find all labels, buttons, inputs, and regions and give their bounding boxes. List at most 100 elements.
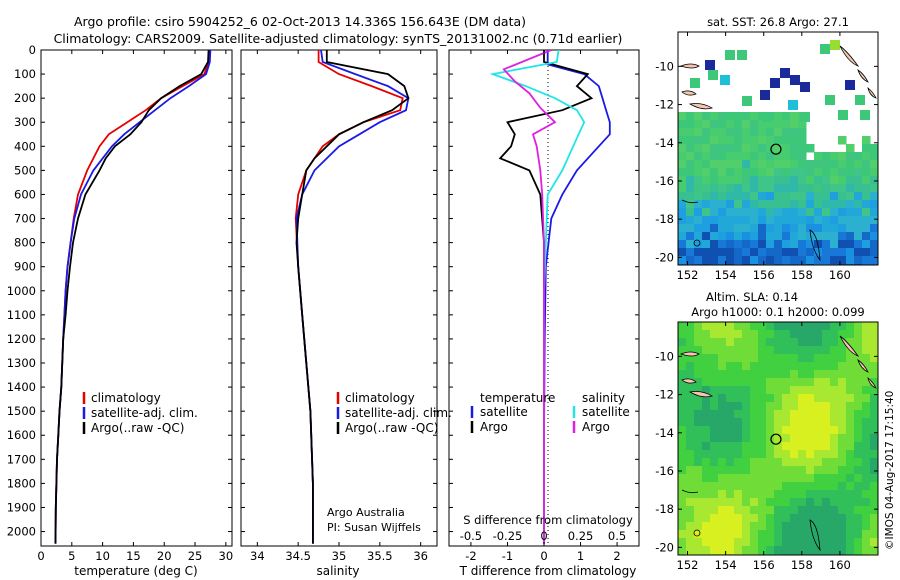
series-line-climatology (54, 50, 211, 544)
map-y-tick-label: -20 (655, 250, 674, 264)
x-tick-label: 30 (219, 549, 234, 563)
t-diff-xlabel: T difference from climatology (459, 564, 637, 578)
salinity-panel: 34 34.5 35 35.5 36 salinity climatology sate… (240, 49, 452, 578)
y-tick-label: 0 (29, 43, 36, 57)
x-tick-label: 36 (413, 549, 428, 563)
x-tick-label: 0 (37, 549, 44, 563)
x-tick-label: 0 (540, 549, 547, 563)
y-tick-label: 400 (14, 139, 36, 153)
salinity-frame (240, 49, 438, 547)
y-tick-label: 1400 (7, 380, 36, 394)
salinity-legend: climatology satellite-adj. clim. Argo(..… (336, 391, 452, 435)
temperature-panel: 0 5 10 15 20 25 300100200300400500600700800900… (7, 43, 233, 578)
map-y-tick-label: -20 (655, 540, 674, 554)
x-tick-label: 15 (126, 549, 141, 563)
x2-tick-label: 0.25 (568, 529, 594, 543)
map-x-tick-label: 156 (753, 558, 775, 572)
y-tick-label: 800 (14, 236, 36, 250)
x2-tick-label: 0 (540, 529, 547, 543)
legend-salinity-title: salinity (582, 391, 625, 405)
temperature-legend: climatology satellite-adj. clim. Argo(..… (82, 391, 198, 435)
difference-legend: temperature satellite Argo salinity sate… (470, 391, 630, 434)
y-tick-label: 1500 (7, 404, 36, 418)
map-y-tick-label: -18 (655, 502, 674, 516)
x-tick-label: 10 (95, 549, 110, 563)
sst-map: sat. SST: 26.8 Argo: 27.1 152 154 156 158 16… (655, 15, 879, 282)
legend-temperature-title: temperature (480, 391, 555, 405)
temperature-xlabel: temperature (deg C) (74, 564, 197, 578)
legend-climatology: climatology (91, 391, 161, 405)
y-tick-label: 700 (14, 212, 36, 226)
argo-position-marker (770, 433, 782, 445)
map-y-tick-label: -16 (655, 464, 674, 478)
x-tick-label: 34.5 (285, 549, 311, 563)
sla-map-subtitle: Argo h1000: 0.1 h2000: 0.099 (691, 305, 864, 319)
s-diff-xlabel: S difference from climatology (463, 513, 633, 527)
series-line-salinity-argo (502, 50, 557, 544)
x-tick-label: 35 (332, 549, 347, 563)
salinity-xlabel: salinity (316, 564, 359, 578)
temperature-frame (40, 49, 233, 547)
legend-satellite-adj: satellite-adj. clim. (91, 406, 198, 420)
x-tick-label: -2 (465, 549, 476, 563)
header-line-2: Climatology: CARS2009. Satellite-adjuste… (54, 31, 623, 46)
series-line-salinity-satellite (489, 50, 586, 544)
y-tick-label: 1300 (7, 356, 36, 370)
y-tick-label: 1700 (7, 452, 36, 466)
series-line-temperature-satellite (543, 50, 611, 544)
argo-position-marker (770, 143, 782, 155)
y-tick-label: 1200 (7, 332, 36, 346)
sst-map-title: sat. SST: 26.8 Argo: 27.1 (707, 15, 849, 29)
pi-label: PI: Susan Wijffels (327, 521, 421, 534)
legend-satellite-adj: satellite-adj. clim. (345, 406, 452, 420)
x-tick-label: 34 (250, 549, 265, 563)
y-tick-label: 100 (14, 67, 36, 81)
series-line-argo-raw-qc- (295, 50, 410, 544)
legend-temp-argo: Argo (480, 420, 508, 434)
sla-land (679, 335, 877, 552)
sla-map: Altim. SLA: 0.14 Argo h1000: 0.1 h2000: … (655, 290, 879, 572)
x2-tick-label: 0.5 (608, 529, 626, 543)
x-tick-label: -1 (502, 549, 513, 563)
map-x-tick-label: 158 (791, 558, 813, 572)
y-tick-label: 300 (14, 115, 36, 129)
y-tick-label: 900 (14, 260, 36, 274)
map-y-tick-label: -18 (655, 212, 674, 226)
y-tick-label: 200 (14, 91, 36, 105)
legend-sal-satellite: satellite (582, 405, 630, 419)
sla-map-frame (677, 321, 879, 556)
y-tick-label: 1000 (7, 284, 36, 298)
x-tick-label: 5 (68, 549, 75, 563)
x2-tick-label: -0.25 (493, 529, 523, 543)
difference-panel: -2 -1 0 1 2 -0.5 -0.25 0 0.25 0.5 T difference fr… (448, 49, 640, 578)
x-tick-label: 25 (188, 549, 203, 563)
map-x-tick-label: 156 (753, 268, 775, 282)
sla-map-title: Altim. SLA: 0.14 (706, 290, 798, 304)
x2-tick-label: -0.5 (460, 529, 482, 543)
legend-argo: Argo(..raw -QC) (91, 421, 184, 435)
map-y-tick-label: -14 (655, 426, 674, 440)
map-y-tick-label: -14 (655, 136, 674, 150)
map-x-tick-label: 154 (715, 268, 737, 282)
map-y-tick-label: -10 (655, 59, 674, 73)
y-tick-label: 1800 (7, 476, 36, 490)
x-tick-label: 35.5 (367, 549, 393, 563)
header-line-1: Argo profile: csiro 5904252_6 02-Oct-201… (74, 14, 526, 29)
legend-sal-argo: Argo (582, 420, 610, 434)
map-x-tick-label: 152 (677, 558, 699, 572)
y-tick-label: 500 (14, 163, 36, 177)
map-x-tick-label: 152 (677, 268, 699, 282)
map-x-tick-label: 158 (791, 268, 813, 282)
legend-temp-satellite: satellite (480, 405, 528, 419)
x-tick-label: 2 (613, 549, 620, 563)
map-x-tick-label: 160 (829, 558, 851, 572)
y-tick-label: 1900 (7, 500, 36, 514)
sst-map-frame (677, 31, 879, 266)
y-tick-label: 600 (14, 187, 36, 201)
y-tick-label: 1600 (7, 428, 36, 442)
map-y-tick-label: -12 (655, 388, 674, 402)
map-y-tick-label: -12 (655, 98, 674, 112)
series-line-argo-raw-qc- (54, 50, 210, 544)
legend-climatology: climatology (345, 391, 415, 405)
